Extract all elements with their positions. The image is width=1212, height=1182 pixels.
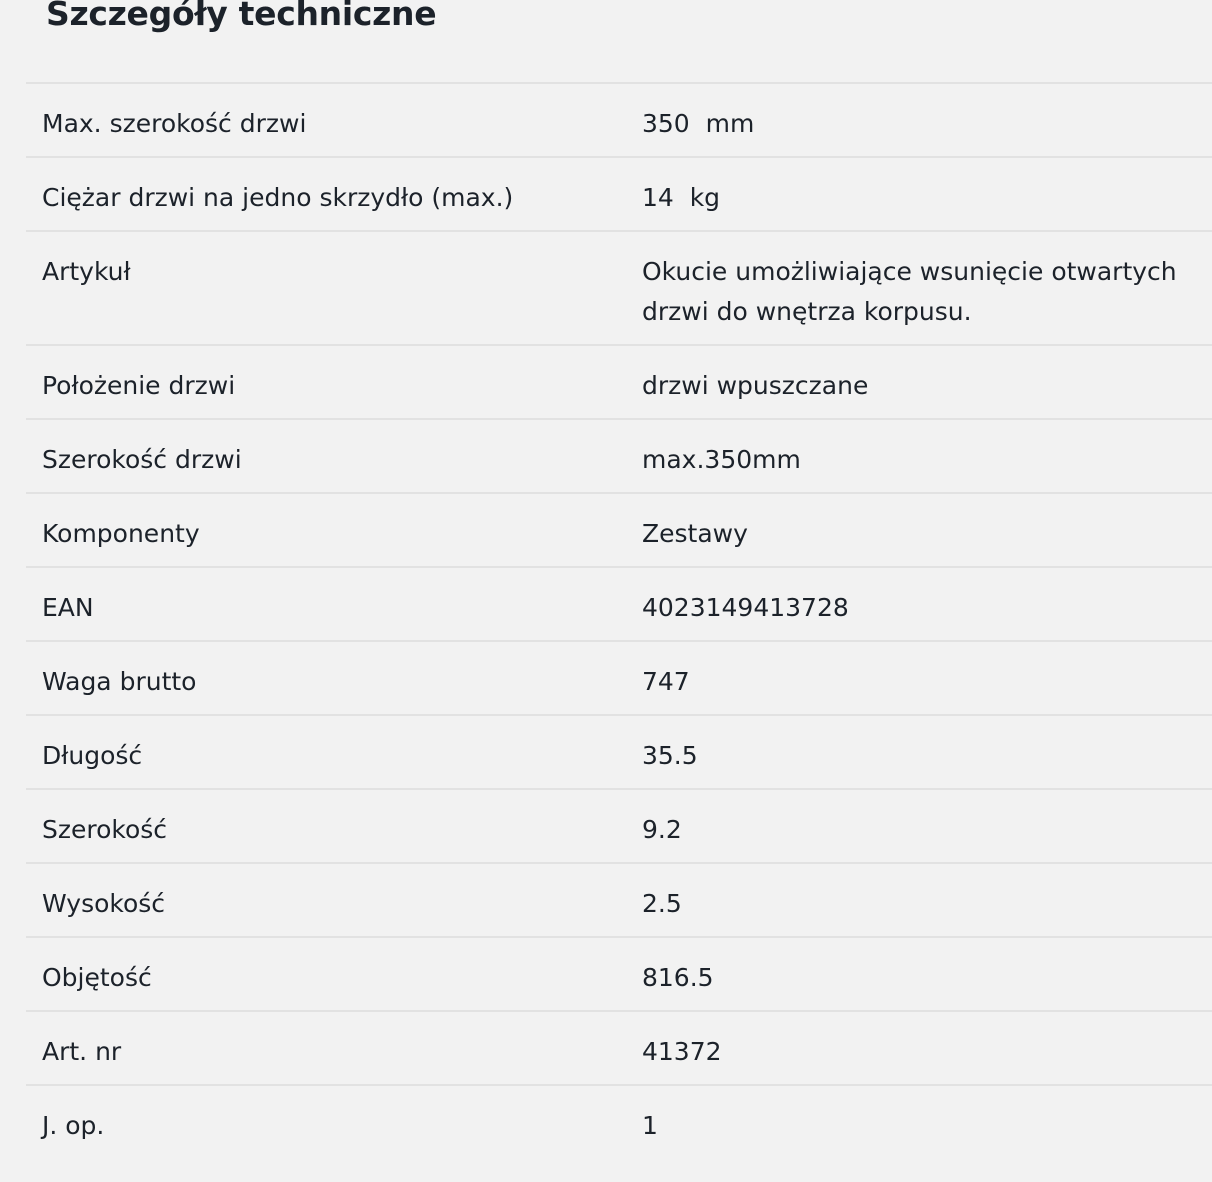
row-value: 350 mm bbox=[642, 109, 755, 138]
row-label: Położenie drzwi bbox=[42, 371, 236, 400]
table-row: Objętość 816.5 bbox=[26, 938, 1212, 1012]
specs-table: Max. szerokość drzwi 350 mm Ciężar drzwi … bbox=[26, 82, 1212, 1158]
row-value: 747 bbox=[642, 667, 690, 696]
table-row: Długość 35.5 bbox=[26, 716, 1212, 790]
row-label: Max. szerokość drzwi bbox=[42, 109, 307, 138]
table-row: Wysokość 2.5 bbox=[26, 864, 1212, 938]
row-value: 816.5 bbox=[642, 963, 714, 992]
row-label: Wysokość bbox=[42, 889, 166, 918]
row-label: Objętość bbox=[42, 963, 152, 992]
row-value: 35.5 bbox=[642, 741, 698, 770]
row-label: EAN bbox=[42, 593, 94, 622]
table-row: Szerokość 9.2 bbox=[26, 790, 1212, 864]
row-label: Art. nr bbox=[42, 1037, 122, 1066]
row-value: Okucie umożliwiające wsunięcie otwartych… bbox=[642, 257, 1185, 326]
row-label: Szerokość drzwi bbox=[42, 445, 242, 474]
row-label: Komponenty bbox=[42, 519, 200, 548]
row-label: Artykuł bbox=[42, 257, 131, 286]
row-value: 41372 bbox=[642, 1037, 722, 1066]
row-value: 2.5 bbox=[642, 889, 682, 918]
row-value: 1 bbox=[642, 1111, 658, 1140]
table-row: Ciężar drzwi na jedno skrzydło (max.) 14 … bbox=[26, 158, 1212, 232]
row-label: Szerokość bbox=[42, 815, 168, 844]
table-row: Waga brutto 747 bbox=[26, 642, 1212, 716]
row-value: 4023149413728 bbox=[642, 593, 849, 622]
row-value: 14 kg bbox=[642, 183, 721, 212]
row-value: Zestawy bbox=[642, 519, 748, 548]
row-label: Ciężar drzwi na jedno skrzydło (max.) bbox=[42, 183, 514, 212]
table-row: Położenie drzwi drzwi wpuszczane bbox=[26, 346, 1212, 420]
table-row: J. op. 1 bbox=[26, 1086, 1212, 1158]
row-label: J. op. bbox=[42, 1111, 105, 1140]
row-value: max.350mm bbox=[642, 445, 801, 474]
row-value: drzwi wpuszczane bbox=[642, 371, 869, 400]
table-row: EAN 4023149413728 bbox=[26, 568, 1212, 642]
table-row: Szerokość drzwi max.350mm bbox=[26, 420, 1212, 494]
table-row: Art. nr 41372 bbox=[26, 1012, 1212, 1086]
row-label: Waga brutto bbox=[42, 667, 197, 696]
table-row: Max. szerokość drzwi 350 mm bbox=[26, 84, 1212, 158]
section-title: Szczegóły techniczne bbox=[46, 0, 437, 33]
table-row: Komponenty Zestawy bbox=[26, 494, 1212, 568]
table-row: Artykuł Okucie umożliwiające wsunięcie ot… bbox=[26, 232, 1212, 346]
row-value: 9.2 bbox=[642, 815, 682, 844]
row-label: Długość bbox=[42, 741, 143, 770]
